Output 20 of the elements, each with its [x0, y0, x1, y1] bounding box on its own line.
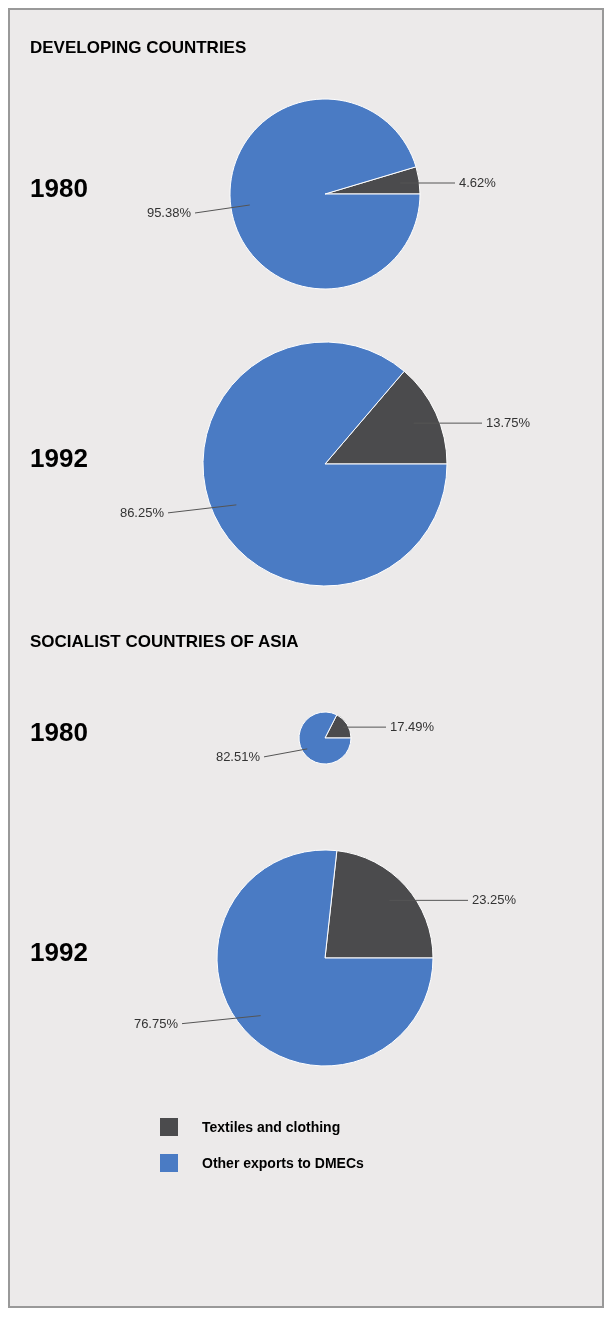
legend-label: Textiles and clothing	[202, 1119, 341, 1135]
chart-title: DEVELOPING COUNTRIES	[29, 37, 248, 59]
pie-slice	[298, 711, 352, 765]
data-label: 23.25%	[472, 892, 517, 908]
data-label: 82.51%	[215, 748, 261, 764]
pie-slice	[216, 849, 434, 1067]
data-label: 13.75%	[486, 415, 531, 431]
data-label: 76.75%	[133, 1015, 179, 1031]
legend-label: Other exports to DMECs	[202, 1155, 364, 1171]
chart-title: SOCIALIST COUNTRIES OF ASIA	[29, 631, 300, 653]
pie-slice	[229, 98, 421, 290]
data-label: 4.62%	[459, 175, 497, 191]
chart-subtitle: 1980	[30, 717, 88, 748]
data-label: 86.25%	[119, 504, 165, 520]
text: 1980	[30, 173, 88, 204]
text: 1992	[30, 937, 88, 968]
data-label: 17.49%	[390, 719, 435, 735]
pie-slice	[202, 341, 448, 587]
data-label: 95.38%	[146, 204, 192, 220]
text: 1992	[30, 443, 88, 474]
